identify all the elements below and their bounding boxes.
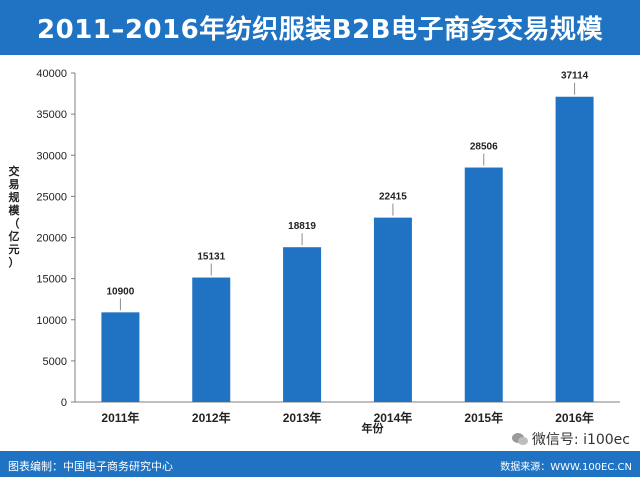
y-tick-label: 25000 bbox=[36, 191, 67, 203]
bar bbox=[373, 217, 412, 402]
chart-area: 0 5000 10000 15000 20000 25000 30000 35000 40000… bbox=[0, 55, 640, 451]
x-tick-label: 2015年 bbox=[464, 410, 503, 425]
y-tick-label: 15000 bbox=[36, 274, 67, 286]
footer-bar: 图表编制：中国电子商务研究中心 数据来源：WWW.100EC.CN bbox=[0, 451, 640, 477]
wechat-watermark: 微信号: i100ec bbox=[511, 429, 630, 449]
footer-source: 数据来源：WWW.100EC.CN bbox=[500, 462, 632, 473]
wechat-icon bbox=[511, 432, 528, 446]
data-label: 18819 bbox=[288, 221, 316, 232]
bar-chart: 0 5000 10000 15000 20000 25000 30000 35000 40000… bbox=[9, 68, 620, 435]
x-axis-title: 年份 bbox=[362, 421, 385, 435]
bar bbox=[283, 247, 322, 402]
data-label: 15131 bbox=[197, 252, 225, 263]
y-axis-title: 交易规模（亿元） bbox=[9, 164, 21, 269]
y-tick-label: 10000 bbox=[36, 315, 67, 327]
y-tick-label: 5000 bbox=[43, 356, 67, 368]
y-tick-label: 20000 bbox=[36, 233, 67, 245]
header-banner: 2011–2016年纺织服装B2B电子商务交易规模 bbox=[0, 0, 640, 55]
x-tick-label: 2014年 bbox=[374, 410, 413, 425]
x-tick-label: 2016年 bbox=[555, 410, 594, 425]
data-label: 37114 bbox=[561, 71, 589, 82]
x-tick-label: 2012年 bbox=[192, 410, 231, 425]
bar bbox=[464, 167, 503, 402]
chart-title: 2011–2016年纺织服装B2B电子商务交易规模 bbox=[37, 15, 603, 45]
footer-credit: 图表编制：中国电子商务研究中心 bbox=[8, 460, 173, 473]
y-tick-label: 35000 bbox=[36, 109, 67, 121]
data-label: 10900 bbox=[107, 286, 135, 297]
y-tick-label: 30000 bbox=[36, 150, 67, 162]
x-tick-label: 2013年 bbox=[283, 410, 322, 425]
bar bbox=[101, 312, 140, 402]
y-tick-label: 40000 bbox=[36, 68, 67, 80]
x-tick-label: 2011年 bbox=[101, 410, 139, 425]
bar bbox=[192, 277, 231, 402]
data-label: 22415 bbox=[379, 192, 407, 203]
data-label: 28506 bbox=[470, 142, 498, 153]
y-tick-label: 0 bbox=[61, 397, 67, 409]
wechat-id: 微信号: i100ec bbox=[531, 432, 630, 448]
bar bbox=[555, 96, 594, 402]
